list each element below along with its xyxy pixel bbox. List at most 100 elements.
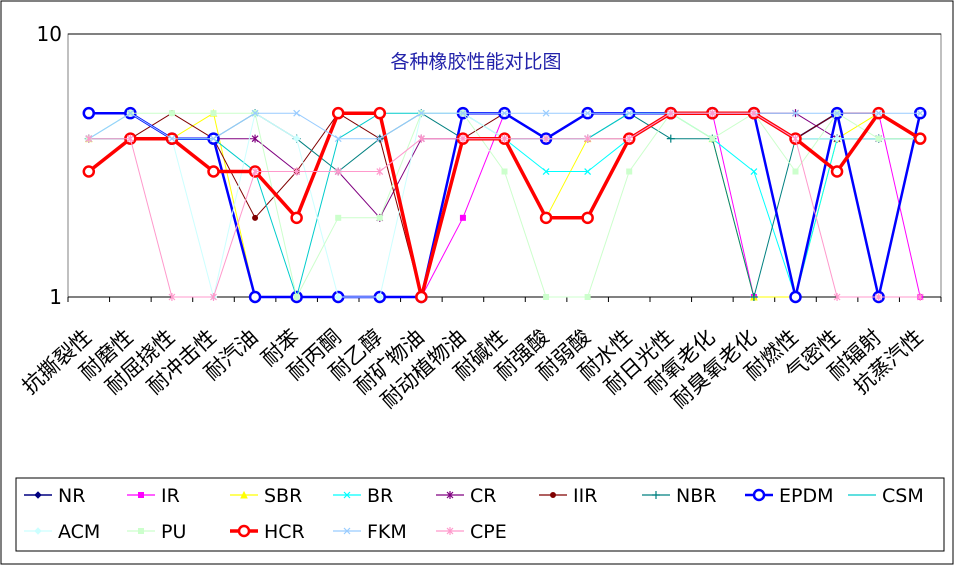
data-point	[251, 167, 259, 176]
data-point	[417, 109, 425, 117]
data-point	[293, 294, 300, 300]
data-point	[82, 106, 96, 120]
legend-item-sbr: SBR	[230, 485, 302, 507]
data-point	[875, 109, 883, 117]
data-point	[625, 109, 633, 117]
legend-item-pu: PU	[127, 521, 186, 543]
data-point	[34, 527, 42, 535]
data-point	[833, 109, 841, 117]
legend-label: CPE	[470, 521, 507, 543]
data-point	[459, 109, 467, 117]
data-point	[82, 165, 96, 178]
data-point	[459, 134, 467, 143]
legend-item-cr: CR	[436, 485, 496, 507]
legend-item-cpe: CPE	[436, 521, 507, 543]
chart-title: 各种橡胶性能对比图	[390, 51, 561, 73]
legend-item-epdm: EPDM	[745, 485, 834, 507]
plot-area	[67, 33, 942, 298]
data-point	[334, 135, 342, 143]
data-point	[833, 293, 841, 301]
legend-item-ir: IR	[127, 485, 180, 507]
data-point	[376, 167, 384, 176]
data-point	[792, 109, 799, 117]
legend-item-nbr: NBR	[642, 485, 716, 507]
data-point	[875, 135, 882, 142]
data-point	[240, 490, 248, 499]
legend-label: IR	[161, 485, 180, 507]
data-point	[792, 134, 799, 143]
series-cpe	[85, 109, 924, 301]
data-point	[373, 106, 387, 120]
data-point	[334, 293, 342, 301]
legend-label: NR	[58, 485, 85, 507]
data-point	[916, 293, 924, 301]
data-point	[334, 167, 342, 176]
data-point	[792, 168, 799, 175]
legend-label: CSM	[882, 485, 924, 507]
data-point	[85, 134, 93, 143]
data-point	[584, 109, 592, 117]
data-point	[550, 492, 556, 498]
data-point	[626, 168, 633, 175]
data-point	[415, 290, 428, 304]
data-point	[168, 293, 176, 301]
data-point	[666, 134, 675, 143]
legend-label: BR	[367, 485, 393, 507]
data-point	[251, 134, 259, 143]
legend-item-acm: ACM	[24, 521, 100, 543]
data-point	[789, 290, 802, 304]
legend-label: EPDM	[779, 485, 834, 507]
data-point	[749, 293, 758, 301]
data-point	[584, 134, 592, 143]
data-point	[292, 134, 301, 143]
data-point	[667, 109, 675, 118]
data-point	[708, 109, 716, 118]
data-point	[417, 134, 425, 143]
y-tick-label: 10	[37, 22, 62, 46]
data-point	[446, 527, 454, 535]
data-point	[168, 135, 176, 143]
data-point	[343, 491, 351, 499]
data-point	[335, 214, 342, 221]
legend-item-fkm: FKM	[333, 521, 407, 543]
legend-label: ACM	[58, 521, 100, 543]
legend-label: HCR	[264, 521, 305, 543]
legend-label: SBR	[264, 485, 302, 507]
data-point	[501, 134, 508, 143]
data-point	[830, 165, 844, 178]
data-point	[138, 528, 144, 534]
data-point	[290, 211, 303, 225]
data-point	[343, 527, 351, 535]
data-point	[126, 109, 134, 117]
data-point	[625, 134, 633, 143]
data-point	[581, 211, 594, 225]
data-point	[293, 109, 301, 117]
legend-item-br: BR	[333, 485, 393, 507]
data-point	[138, 492, 144, 498]
data-point	[501, 109, 508, 117]
data-point	[584, 294, 591, 300]
data-point	[237, 524, 251, 538]
y-tick-label: 1	[49, 285, 62, 309]
legend-label: IIR	[573, 485, 597, 507]
legend-item-csm: CSM	[848, 485, 924, 507]
data-point	[752, 488, 766, 502]
data-point	[248, 290, 262, 304]
data-point	[584, 168, 592, 175]
data-point	[331, 106, 345, 120]
legend-item-iir: IIR	[539, 485, 597, 507]
data-point	[34, 491, 42, 499]
data-point	[750, 109, 758, 118]
data-point	[168, 110, 175, 117]
legend-label: CR	[470, 485, 496, 507]
data-point	[750, 168, 758, 175]
data-point	[126, 134, 134, 143]
y-axis-tick-labels: 1 10	[37, 22, 62, 309]
data-point	[293, 167, 301, 176]
data-point	[916, 109, 924, 117]
legend-label: FKM	[367, 521, 407, 543]
data-point	[251, 109, 259, 117]
data-point	[709, 135, 716, 142]
